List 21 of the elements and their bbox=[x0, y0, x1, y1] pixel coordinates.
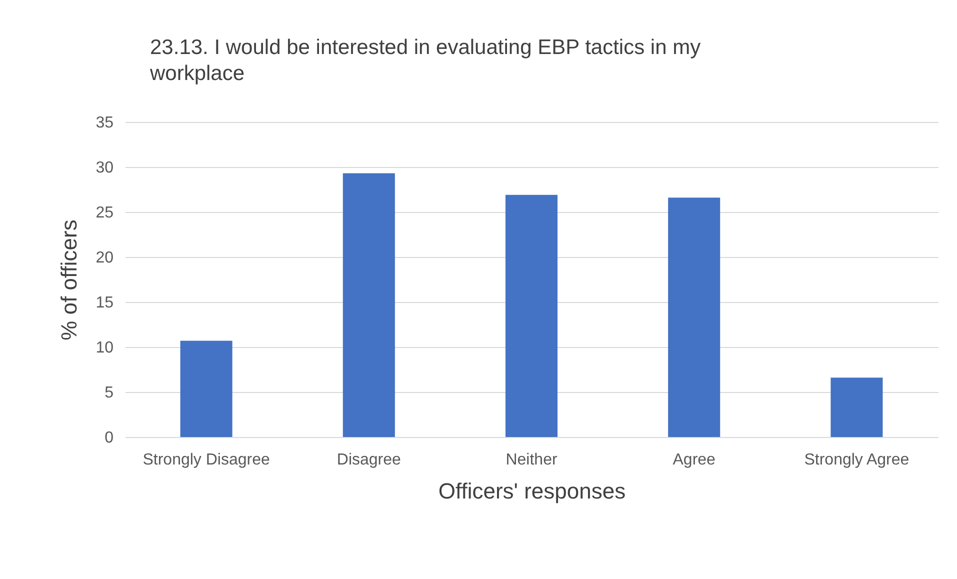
y-axis-title: % of officers bbox=[56, 220, 82, 340]
y-tick-label: 25 bbox=[96, 204, 114, 222]
bar bbox=[180, 340, 232, 437]
x-tick-label: Disagree bbox=[336, 452, 402, 468]
bar bbox=[505, 194, 558, 437]
y-tick-label: 30 bbox=[96, 160, 114, 176]
x-tick-label: Agree bbox=[672, 452, 716, 468]
bar bbox=[668, 198, 720, 437]
y-tick-label: 15 bbox=[96, 294, 114, 312]
x-tick-label: Strongly Disagree bbox=[142, 452, 270, 468]
chart-title: 23.13. I would be interested in evaluating EBP tactics in my workplace bbox=[149, 36, 702, 85]
y-tick-label: 10 bbox=[96, 340, 114, 356]
y-tick-label: 0 bbox=[104, 430, 114, 446]
y-tick-label: 35 bbox=[96, 114, 114, 132]
x-axis-title: Officers' responses bbox=[438, 478, 626, 504]
x-tick-label: Neither bbox=[506, 452, 558, 468]
x-tick-label: Strongly Agree bbox=[804, 452, 910, 468]
bar bbox=[342, 173, 395, 437]
bar bbox=[830, 378, 883, 437]
y-tick-label: 5 bbox=[104, 384, 114, 402]
y-tick-label: 20 bbox=[96, 250, 114, 266]
